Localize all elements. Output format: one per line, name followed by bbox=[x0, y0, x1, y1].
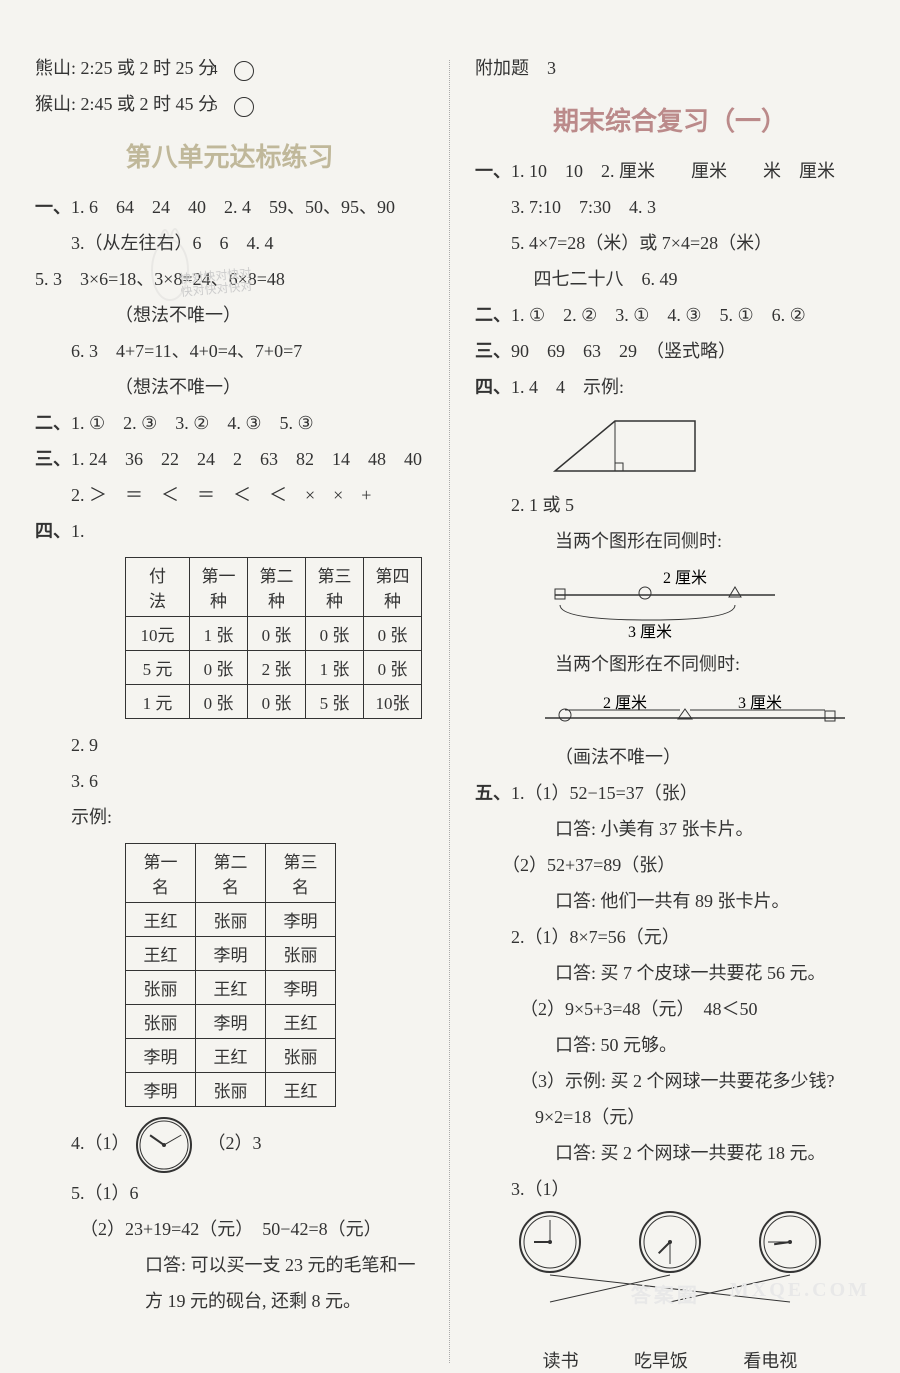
r-s5-q1bt: 口答: 他们一共有 89 张卡片。 bbox=[475, 883, 865, 919]
monkey-line: 猴山: 2:45 或 2 时 45 分 5 bbox=[35, 86, 424, 122]
r-s2: 二、1. ① 2. ② 3. ① 4. ③ 5. ① 6. ② bbox=[475, 297, 865, 333]
sec1-q3: 3.（从左往右）6 6 4. 4 bbox=[35, 225, 424, 261]
sec4-q3: 3. 6 bbox=[35, 763, 424, 799]
r-s4-q1: 四、1. 4 4 示例: bbox=[475, 369, 865, 405]
r-s5-q1b: （2）52+37=89（张） bbox=[475, 847, 865, 883]
sec1-q6b: （想法不唯一） bbox=[35, 369, 424, 405]
r-s1-q5: 5. 4×7=28（米）或 7×4=28（米） bbox=[475, 225, 865, 261]
sec1-q5b: （想法不唯一） bbox=[35, 297, 424, 333]
review-heading: 期末综合复习（一） bbox=[475, 101, 865, 138]
r-s1-q3: 3. 7:10 7:30 4. 3 bbox=[475, 189, 865, 225]
circled-5: 5 bbox=[234, 97, 254, 117]
r-s5-q2at: 口答: 买 7 个皮球一共要花 56 元。 bbox=[475, 955, 865, 991]
circled-4: 4 bbox=[234, 61, 254, 81]
r-s4-q2b: 当两个图形在不同侧时: bbox=[475, 646, 865, 682]
svg-text:3 厘米: 3 厘米 bbox=[738, 694, 782, 712]
clock-q4 bbox=[134, 1115, 194, 1175]
svg-text:2 厘米: 2 厘米 bbox=[603, 694, 647, 712]
extra-heading: 附加题 3 bbox=[475, 50, 865, 86]
clock-labels: 读书 吃早饭 看电视 bbox=[475, 1347, 865, 1373]
diff-side-diagram: 2 厘米 3 厘米 bbox=[475, 688, 865, 733]
unit8-heading: 第八单元达标练习 bbox=[35, 137, 424, 174]
r-s3: 三、90 69 63 29 （竖式略） bbox=[475, 333, 865, 369]
r-s1-q1: 一、1. 10 10 2. 厘米 厘米 米 厘米 bbox=[475, 153, 865, 189]
r-s4-q2: 2. 1 或 5 bbox=[475, 487, 865, 523]
svg-text:3 厘米: 3 厘米 bbox=[628, 623, 672, 640]
logo-1: 答案圈 bbox=[631, 1279, 700, 1308]
sec4-q5b: （2）23+19=42（元） 50−42=8（元） bbox=[35, 1211, 424, 1247]
sec4-q2: 2. 9 bbox=[35, 727, 424, 763]
r-s5-q2b: （2）9×5+3=48（元） 48＜50 bbox=[475, 991, 865, 1027]
sec1-q6: 6. 3 4+7=11、4+0=4、7+0=7 bbox=[35, 333, 424, 369]
sec3-q2: 2. ＞ ＝ ＜ ＝ ＜ ＜ × × + bbox=[35, 477, 424, 513]
r-s5-q3: 3.（1） bbox=[475, 1171, 865, 1207]
r-s4-note: （画法不唯一） bbox=[475, 739, 865, 775]
r-s5-q2c: （3）示例: 买 2 个网球一共要花多少钱? 9×2=18（元） bbox=[475, 1063, 865, 1135]
carrot-watermark bbox=[130, 210, 210, 310]
r-s5-q2bt: 口答: 50 元够。 bbox=[475, 1027, 865, 1063]
triangle-diagram bbox=[475, 411, 865, 481]
r-s1-q5b: 四七二十八 6. 49 bbox=[475, 261, 865, 297]
sec4-example: 示例: bbox=[35, 799, 424, 835]
ranking-table: 第一名第二名第三名王红张丽李明王红李明张丽张丽王红李明张丽李明王红李明王红张丽李… bbox=[125, 843, 336, 1107]
column-divider bbox=[449, 60, 450, 1363]
same-side-diagram: 2 厘米 3 厘米 bbox=[475, 565, 865, 640]
left-column: 熊山: 2:25 或 2 时 25 分 4 猴山: 2:45 或 2 时 45 … bbox=[20, 50, 439, 1373]
r-s5-q2a: 2.（1）8×7=56（元） bbox=[475, 919, 865, 955]
r-s5-q2ct: 口答: 买 2 个网球一共要花 18 元。 bbox=[475, 1135, 865, 1171]
sec3-q1: 三、1. 24 36 22 24 2 63 82 14 48 40 bbox=[35, 441, 424, 477]
footer-watermarks: 答案圈 MXQE.COM bbox=[631, 1279, 870, 1308]
sec4-q1: 四、1. bbox=[35, 513, 424, 549]
svg-text:2 厘米: 2 厘米 bbox=[663, 569, 707, 587]
sec4-q5a: 5.（1）6 bbox=[35, 1175, 424, 1211]
sec4-q4: 4.（1） （2）3 bbox=[35, 1115, 424, 1175]
r-s5-q1at: 口答: 小美有 37 张卡片。 bbox=[475, 811, 865, 847]
sec4-q5c: 口答: 可以买一支 23 元的毛笔和一方 19 元的砚台, 还剩 8 元。 bbox=[35, 1247, 424, 1319]
bear-line: 熊山: 2:25 或 2 时 25 分 4 bbox=[35, 50, 424, 86]
r-s5-q1a: 五、1.（1）52−15=37（张） bbox=[475, 775, 865, 811]
sec1-q1: 一、1. 6 64 24 40 2. 4 59、50、95、90 bbox=[35, 189, 424, 225]
right-column: 附加题 3 期末综合复习（一） 一、1. 10 10 2. 厘米 厘米 米 厘米… bbox=[460, 50, 880, 1373]
logo-2: MXQE.COM bbox=[730, 1279, 870, 1308]
r-s4-q2a: 当两个图形在同侧时: bbox=[475, 523, 865, 559]
sec2: 二、1. ① 2. ③ 3. ② 4. ③ 5. ③ bbox=[35, 405, 424, 441]
payment-table: 付 法第一种第二种第三种第四种10元1 张0 张0 张0 张5 元0 张2 张1… bbox=[125, 557, 422, 719]
